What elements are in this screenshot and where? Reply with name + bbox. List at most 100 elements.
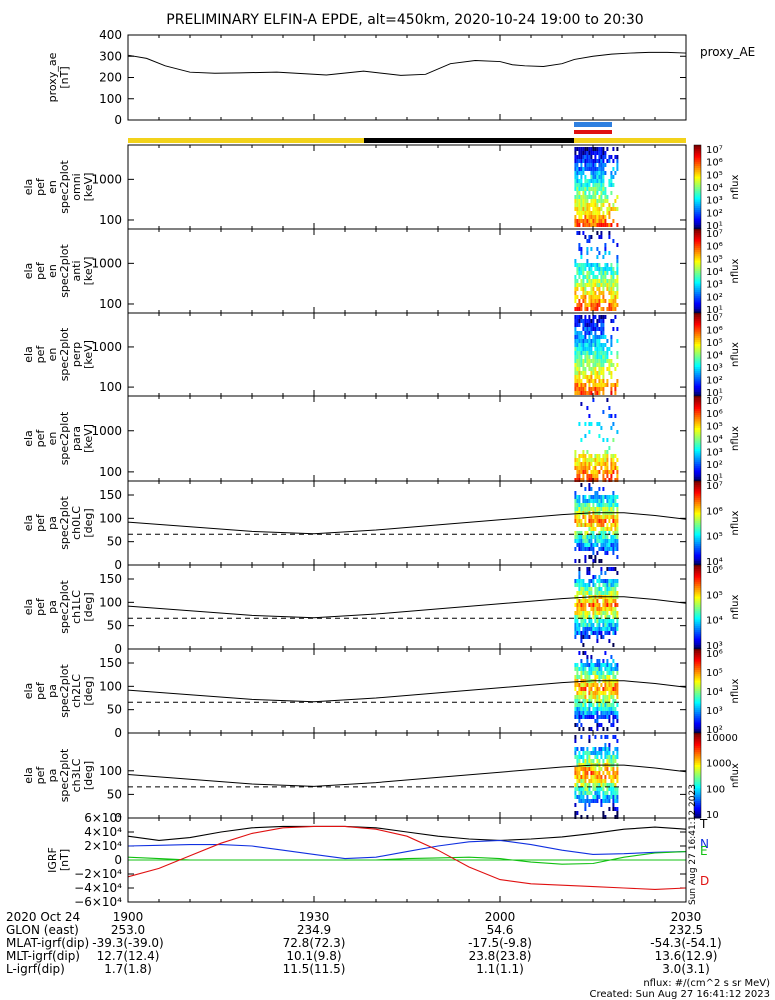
heatmap-cell [604,703,607,707]
heatmap-cell [598,343,601,347]
heatmap-cell [576,307,579,311]
heatmap-cell [598,167,601,171]
heatmap-cell [606,462,609,466]
panel-ela_pef_pa_spec2plot_ch0LC: ela pef pa spec2plot ch0LC [deg]15010050010⁷1… [22,480,741,572]
heatmap-cell [610,703,613,707]
heatmap-cell [600,319,603,323]
heatmap-cell [576,539,579,543]
heatmap-cell [610,271,613,275]
heatmap-cell [606,287,609,291]
heatmap-cell [596,307,599,311]
heatmap-cell [598,315,601,319]
heatmap-cell [616,155,619,159]
heatmap-cell [596,458,599,462]
heatmap-cell [604,735,607,739]
heatmap-cell [600,803,603,807]
heatmap-cell [608,307,611,311]
heatmap-cell [592,319,595,323]
heatmap-cell [600,675,603,679]
heatmap-cell [596,491,599,495]
heatmap-cell [604,755,607,759]
heatmap-cell [584,215,587,219]
heatmap-cell [586,671,589,675]
colorbar-segment [694,453,701,456]
heatmap-cell [606,283,609,287]
heatmap-cell [596,207,599,211]
heatmap-cell [600,495,603,499]
heatmap-cell [602,203,605,207]
heatmap-cell [584,587,587,591]
heatmap-cell [604,343,607,347]
heatmap-cell [578,763,581,767]
heatmap-cell [588,291,591,295]
heatmap-cell [600,775,603,779]
heatmap-cell [612,683,615,687]
heatmap-cell [584,191,587,195]
ylabel-ela_pef_en_spec2plot_perp-4: perp [70,342,83,367]
heatmap-cell [574,195,577,199]
heatmap-cell [584,607,587,611]
heatmap-cell [590,555,593,559]
heatmap-cell [576,683,579,687]
heatmap-cell [580,623,583,627]
panel-ela_pef_en_spec2plot_perp: ela pef en spec2plot perp [keV]100010010⁷10⁶1… [22,312,741,399]
colorbar-tick-ela_pef_en_spec2plot_para-4: 10³ [706,447,723,458]
colorbar-segment [694,451,701,454]
heatmap-cell [598,519,601,523]
heatmap-cell [606,223,609,227]
colorbar-segment [694,803,701,806]
heatmap-cell [596,723,599,727]
heatmap-cell [598,454,601,458]
colorbar-tick-ela_pef_en_spec2plot_omni-3: 10⁴ [706,183,723,194]
colorbar-segment [694,649,701,652]
heatmap-cell [614,531,617,535]
heatmap-cell [598,631,601,635]
heatmap-cell [602,619,605,623]
heatmap-cell [596,454,599,458]
heatmap-cell [590,527,593,531]
heatmap-cell [594,462,597,466]
heatmap-cell [612,659,615,663]
heatmap-cell [588,430,591,434]
heatmap-cell [590,387,593,391]
heatmap-cell [596,231,599,235]
heatmap-cell [616,271,619,275]
heatmap-cell [598,535,601,539]
heatmap-cell [602,327,605,331]
heatmap-cell [576,371,579,375]
footer-row-3-v0: 12.7(12.4) [97,949,160,963]
series-D [127,825,687,890]
heatmap-cell [592,779,595,783]
heatmap-cell [594,211,597,215]
heatmap-cell [602,527,605,531]
heatmap-cell [610,695,613,699]
footer-row-3-v1: 10.1(9.8) [286,949,341,963]
heatmap-cell [598,163,601,167]
heatmap-cell [576,458,579,462]
heatmap-cell [610,474,613,478]
colorbar-segment [694,470,701,473]
heatmap-cell [608,547,611,551]
heatmap-cell [608,567,611,571]
heatmap-cell [614,543,617,547]
heatmap-cell [578,603,581,607]
colorbar-segment [694,430,701,433]
heatmap-cell [578,474,581,478]
heatmap-cell [578,263,581,267]
heatmap-cell [604,675,607,679]
ytick-ela_pef_en_spec2plot_para-0: 1000 [91,424,122,438]
heatmap-cell [592,531,595,535]
heatmap-cell [584,159,587,163]
heatmap-cell [588,695,591,699]
heatmap-cell [590,523,593,527]
colorbar-segment [694,596,701,600]
heatmap-cell [610,462,613,466]
heatmap-cell [580,579,583,583]
heatmap-cell [600,291,603,295]
heatmap-cell [616,683,619,687]
colorbar-segment [694,504,701,507]
heatmap-cell [584,462,587,466]
heatmap-cell [584,503,587,507]
heatmap-cell [616,787,619,791]
heatmap-cell [600,619,603,623]
